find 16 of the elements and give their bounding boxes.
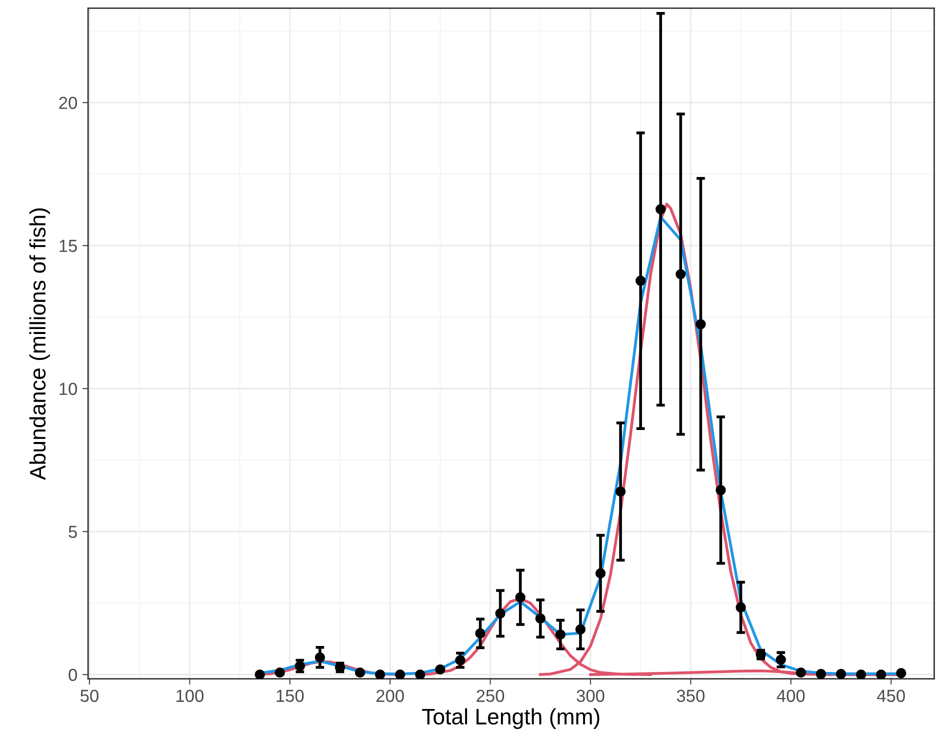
y-tick-label: 5 <box>68 526 77 538</box>
y-tick-label: 20 <box>59 96 77 110</box>
y-tick-label: 0 <box>68 668 77 682</box>
x-tick-label: 400 <box>776 690 805 702</box>
x-tick-label: 450 <box>877 690 905 702</box>
x-axis-title: Total Length (mm) <box>422 708 600 729</box>
y-tick-label: 15 <box>60 240 77 252</box>
y-axis-title: Abundance (millions of fish) <box>29 208 50 480</box>
x-tick-label: 250 <box>476 690 504 702</box>
x-tick-label: 100 <box>176 690 204 702</box>
x-tick-label: 150 <box>276 690 304 702</box>
x-tick-label: 300 <box>576 690 604 702</box>
x-tick-label: 50 <box>80 690 98 702</box>
y-tick-label: 10 <box>60 382 77 396</box>
x-tick-label: 200 <box>376 690 404 702</box>
x-tick-label: 350 <box>676 690 704 702</box>
